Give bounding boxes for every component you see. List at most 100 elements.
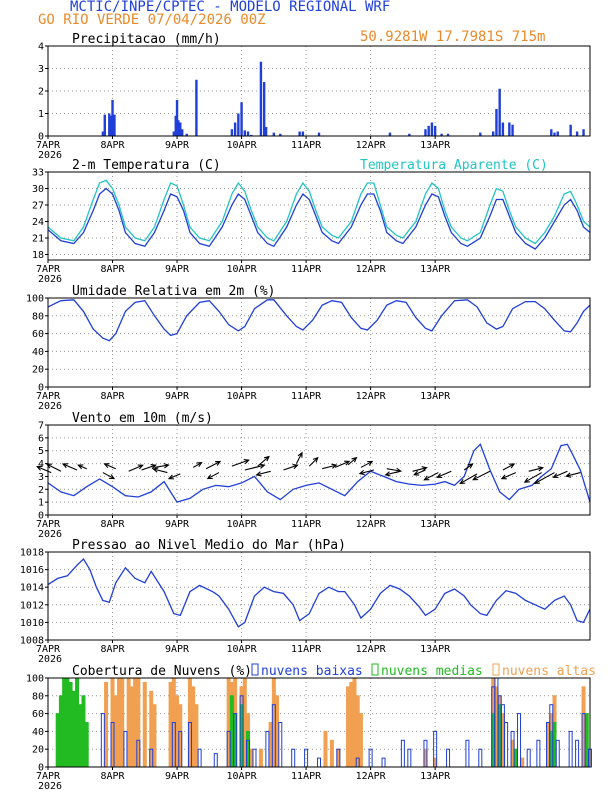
wind-vector-head [255,471,262,477]
cloud-bar-nuvens-baixas [478,748,483,768]
panel-5-x-tick-label: 9APR [165,644,190,655]
cloud-bar-nuvens-baixas [278,722,283,768]
panel-1-x-tick-label: 9APR [165,140,190,151]
wind-vector [104,463,116,470]
cloud-bar-nuvens-baixas [317,757,321,768]
wind-vector-head [215,460,222,466]
wind-vector [501,472,517,480]
panel-6-y-tick-label: 100 [26,674,44,685]
precip-bar [446,133,450,136]
precip-bar [479,132,482,136]
precip-bar [553,132,556,136]
wind-vector [502,463,515,471]
cloud-bar-nuvens-medias [55,713,60,768]
wind-vector [424,472,439,481]
wind-vector-head [36,465,43,471]
header-title: MCTIC/INPE/CPTEC - MODELO REGIONAL WRF [70,0,391,15]
precip-bar [279,133,282,136]
panel-3-x-tick-label: 7APR [36,391,61,402]
cloud-bar-nuvens-altas [258,748,263,768]
panel-3-series-line-1 [47,299,591,342]
panel-5-year-label: 2026 [38,654,62,665]
panel-6-x-tick-label: 11APR [291,771,322,782]
panel-6-frame [47,677,591,768]
panel-4-x-tick-label: 12APR [356,519,387,530]
panel-2-y-tick-label: 27 [32,201,44,212]
wind-vector [414,469,426,476]
panel-2-x-tick-label: 12APR [356,264,387,275]
precip-bar [511,124,514,136]
panel-2-y-tick-label: 24 [32,217,44,228]
wind-vector [460,473,478,484]
cloud-bar-nuvens-altas [346,686,351,768]
cloud-bar-nuvens-baixas [575,739,580,768]
cloud-bar-nuvens-baixas [400,739,405,768]
panel-4-x-tick-label: 11APR [291,519,322,530]
panel-5-y-tick-label: 1014 [20,583,44,594]
cloud-bar-nuvens-altas [242,677,247,768]
precip-bar [556,131,559,136]
wind-vector [192,462,202,468]
cloud-bar-nuvens-altas [152,704,157,768]
panel-1-x-tick-label: 11APR [291,140,322,151]
cloud-legend-swatch [371,663,379,676]
cloud-bar-nuvens-altas [349,681,354,768]
panel-5-x-tick-label: 10APR [227,644,258,655]
precip-bar [408,133,411,136]
panel-1-y-tick-label: 0 [38,132,44,143]
cloud-bar-nuvens-baixas [213,753,218,768]
wind-vector [102,472,115,480]
cloud-bar-nuvens-altas [323,730,328,768]
precip-bar [108,113,111,136]
cloud-legend-label: nuvens altas [502,664,596,679]
panel-2-y-tick-label: 21 [32,234,44,245]
precip-bar [233,122,237,136]
panel-4-series-line-1 [47,443,591,503]
cloud-legend-label: nuvens medias [381,664,483,679]
precip-bar [498,88,501,136]
panel-4-frame [47,424,591,516]
panel-2-title: 2-m Temperatura (C) [72,158,221,173]
wind-vector [359,469,374,475]
panel-6-x-tick-label: 13APR [420,771,451,782]
panel-4-title: Vento em 10m (m/s) [72,411,213,426]
wind-vector [256,470,271,476]
wind-vector-head [367,460,374,466]
cloud-bar-nuvens-medias [62,677,67,768]
precip-bar [430,122,434,136]
wind-vector [528,467,543,472]
precip-bar [582,129,585,136]
cloud-bar-nuvens-baixas [291,748,296,768]
panel-4-year-label: 2026 [38,529,62,540]
cloud-bar-nuvens-baixas [526,748,531,768]
cloud-bar-nuvens-altas [191,686,196,768]
panel-3-x-tick-label: 8APR [100,391,125,402]
precip-bar [264,127,268,136]
panel-3-y-tick-label: 80 [32,311,44,322]
cloud-legend-label: nuvens baixas [261,664,363,679]
wind-vector [128,464,143,472]
wind-vector [360,460,373,468]
wind-vector-head [384,471,391,477]
panel-1-x-tick-label: 12APR [356,140,387,151]
cloud-bar-nuvens-altas [116,677,121,768]
precip-bar [172,131,176,136]
panel-3-x-tick-label: 11APR [291,391,322,402]
precip-bar [433,125,437,136]
panel-2-x-tick-label: 9APR [165,264,190,275]
wind-vector-head [45,463,52,469]
panel-5-x-tick-label: 12APR [356,644,387,655]
panel-4-x-tick-label: 8APR [100,519,125,530]
wind-vector [244,464,265,471]
panel-4-x-tick-label: 7APR [36,519,61,530]
panel-6-y-tick-label: 80 [32,691,44,702]
precip-bar [272,132,276,136]
wind-vector-head [109,474,116,480]
wind-vector-head [206,474,213,480]
precip-bar [259,61,263,136]
panel-6-x-tick-label: 8APR [100,771,125,782]
panel-5-y-tick-label: 1010 [20,618,44,629]
panel-3-y-tick-label: 40 [32,347,44,358]
precip-bar [495,109,498,136]
